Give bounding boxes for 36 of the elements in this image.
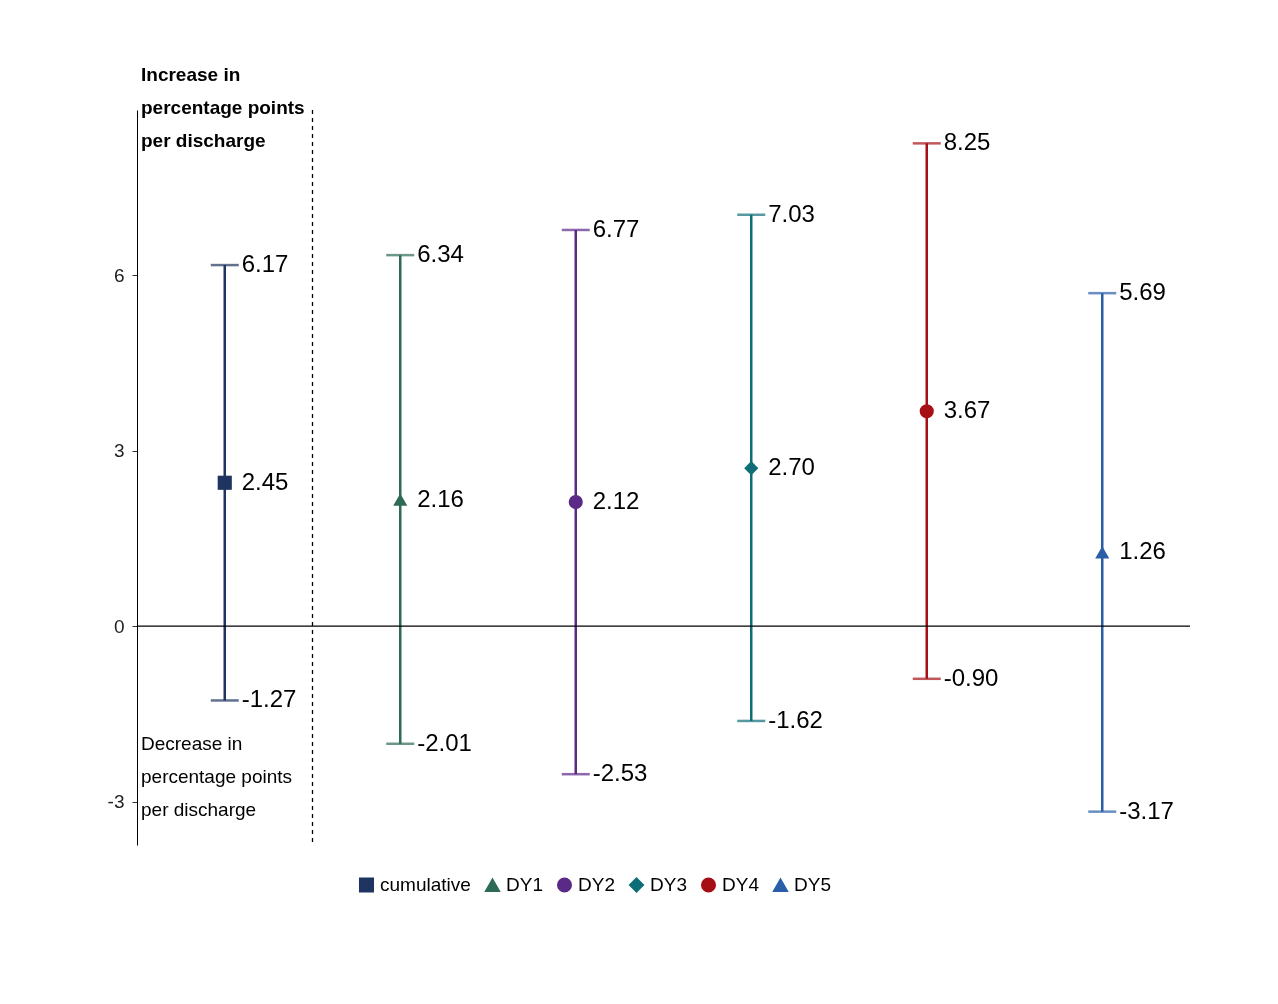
annotation: -0.90 (943, 663, 999, 691)
y-tick-label: -3 (107, 791, 125, 813)
annotation: -2.01 (417, 728, 472, 756)
legend-label: DY5 (794, 874, 831, 896)
annotation: 6.34 (417, 240, 464, 268)
y-tick-label: 6 (113, 264, 125, 286)
data-label: 2.45 (241, 467, 289, 495)
data-label: 2.70 (768, 453, 815, 481)
annotation: -1.27 (241, 685, 297, 713)
annotation: -2.53 (592, 759, 648, 787)
annotation: Decrease in percentage points per discharge (141, 733, 293, 820)
annotation: 8.25 (943, 128, 991, 156)
data-label: 1.26 (1119, 537, 1166, 565)
legend-label: DY4 (722, 873, 760, 895)
annotation: 6.77 (592, 214, 640, 242)
legend-label: cumulative (380, 873, 471, 895)
data-label: 2.12 (592, 487, 640, 515)
annotation: 6.17 (241, 250, 289, 278)
y-tick-label: 0 (113, 615, 125, 637)
legend-label: DY3 (650, 873, 687, 895)
point (393, 493, 408, 506)
annotation: 7.03 (768, 199, 815, 227)
y-tick-label: 3 (113, 440, 125, 462)
annotation: -1.62 (768, 705, 823, 733)
data-label: 3.67 (943, 396, 991, 424)
point (744, 461, 759, 476)
point (217, 475, 232, 490)
annotation: 5.69 (1119, 278, 1166, 306)
annotation: -3.17 (1119, 796, 1174, 824)
annotation: Increase in percentage points per discharge (141, 64, 305, 151)
point (1095, 546, 1110, 559)
point (919, 404, 934, 419)
legend-label: DY2 (578, 873, 615, 895)
legend-label: DY1 (506, 874, 543, 896)
data-label: 2.16 (417, 484, 464, 512)
point (568, 495, 583, 510)
